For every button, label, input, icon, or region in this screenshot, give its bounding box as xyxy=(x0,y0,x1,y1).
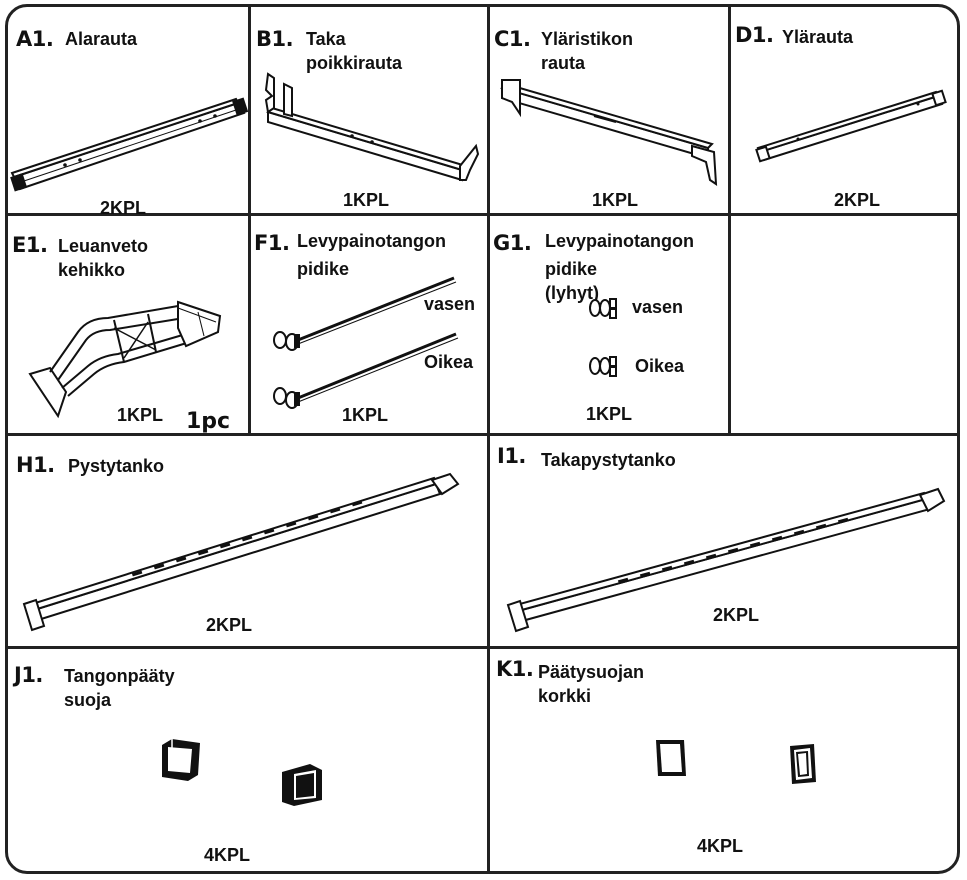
grid-line xyxy=(728,6,731,435)
cap-plug-drawing xyxy=(790,744,816,784)
part-name: Tangonpääty suoja xyxy=(64,666,175,710)
top-rail-drawing xyxy=(758,88,948,168)
piece-count-label: 1pc xyxy=(186,409,231,434)
part-code: A1. xyxy=(16,27,54,51)
grid-line xyxy=(8,646,958,649)
part-code: I1. xyxy=(497,444,526,468)
cap-plug-drawing xyxy=(656,740,686,776)
part-quantity: 1KPL xyxy=(117,405,164,425)
part-quantity: 2KPL xyxy=(100,198,147,218)
part-name: Ylärauta xyxy=(782,27,854,47)
part-name: Levypainotangon xyxy=(297,231,447,251)
rear-upright-post-drawing xyxy=(506,485,946,635)
top-cross-rail-drawing xyxy=(498,76,723,186)
part-name: pidike (lyhyt) xyxy=(545,259,599,303)
grid-line xyxy=(8,433,958,436)
part-code: K1. xyxy=(496,657,534,681)
part-name: Yläristikon rauta xyxy=(541,29,634,73)
part-code: C1. xyxy=(494,27,531,51)
part-code: F1. xyxy=(254,231,290,255)
part-name: Taka poikkirauta xyxy=(306,29,403,73)
part-name: Leuanveto kehikko xyxy=(58,236,149,280)
short-holder-right-drawing xyxy=(588,353,628,379)
tube-end-cap-drawing xyxy=(282,764,322,806)
rear-crossbar-drawing xyxy=(262,74,487,189)
part-quantity: 1KPL xyxy=(343,190,390,210)
part-name: Alarauta xyxy=(65,29,138,49)
hole-row xyxy=(131,500,363,577)
lower-rail-drawing xyxy=(10,97,249,192)
part-quantity: 4KPL xyxy=(204,845,251,865)
plate-holder-drawing xyxy=(270,272,465,417)
tube-end-cap-drawing xyxy=(162,739,200,781)
part-code: H1. xyxy=(16,453,55,477)
grid-line xyxy=(8,213,958,216)
short-holder-left-drawing xyxy=(588,295,628,321)
part-quantity: 1KPL xyxy=(342,405,389,425)
part-name: Päätysuojan korkki xyxy=(538,662,645,706)
part-quantity: 2KPL xyxy=(834,190,881,210)
part-code: D1. xyxy=(735,23,774,47)
part-name: pidike xyxy=(297,259,350,279)
part-quantity: 2KPL xyxy=(713,605,760,625)
part-name: Pystytanko xyxy=(68,456,165,476)
part-quantity: 4KPL xyxy=(697,836,744,856)
part-code: G1. xyxy=(493,231,532,255)
upright-post-drawing xyxy=(22,470,462,635)
part-quantity: 1KPL xyxy=(592,190,639,210)
part-code: E1. xyxy=(12,233,48,257)
part-code: B1. xyxy=(256,27,294,51)
right-side-label: Oikea xyxy=(635,356,685,376)
part-code: J1. xyxy=(14,663,43,687)
part-quantity: 2KPL xyxy=(206,615,253,635)
grid-line xyxy=(487,6,490,874)
part-quantity: 1KPL xyxy=(586,404,633,424)
right-side-label: Oikea xyxy=(424,352,474,372)
left-side-label: vasen xyxy=(632,297,684,317)
left-side-label: vasen xyxy=(424,294,476,314)
grid-line xyxy=(248,6,251,435)
pull-up-frame-drawing xyxy=(28,288,228,418)
part-name: Levypainotangon xyxy=(545,231,695,251)
hole-row xyxy=(617,517,849,584)
part-name: Takapystytanko xyxy=(541,450,676,470)
